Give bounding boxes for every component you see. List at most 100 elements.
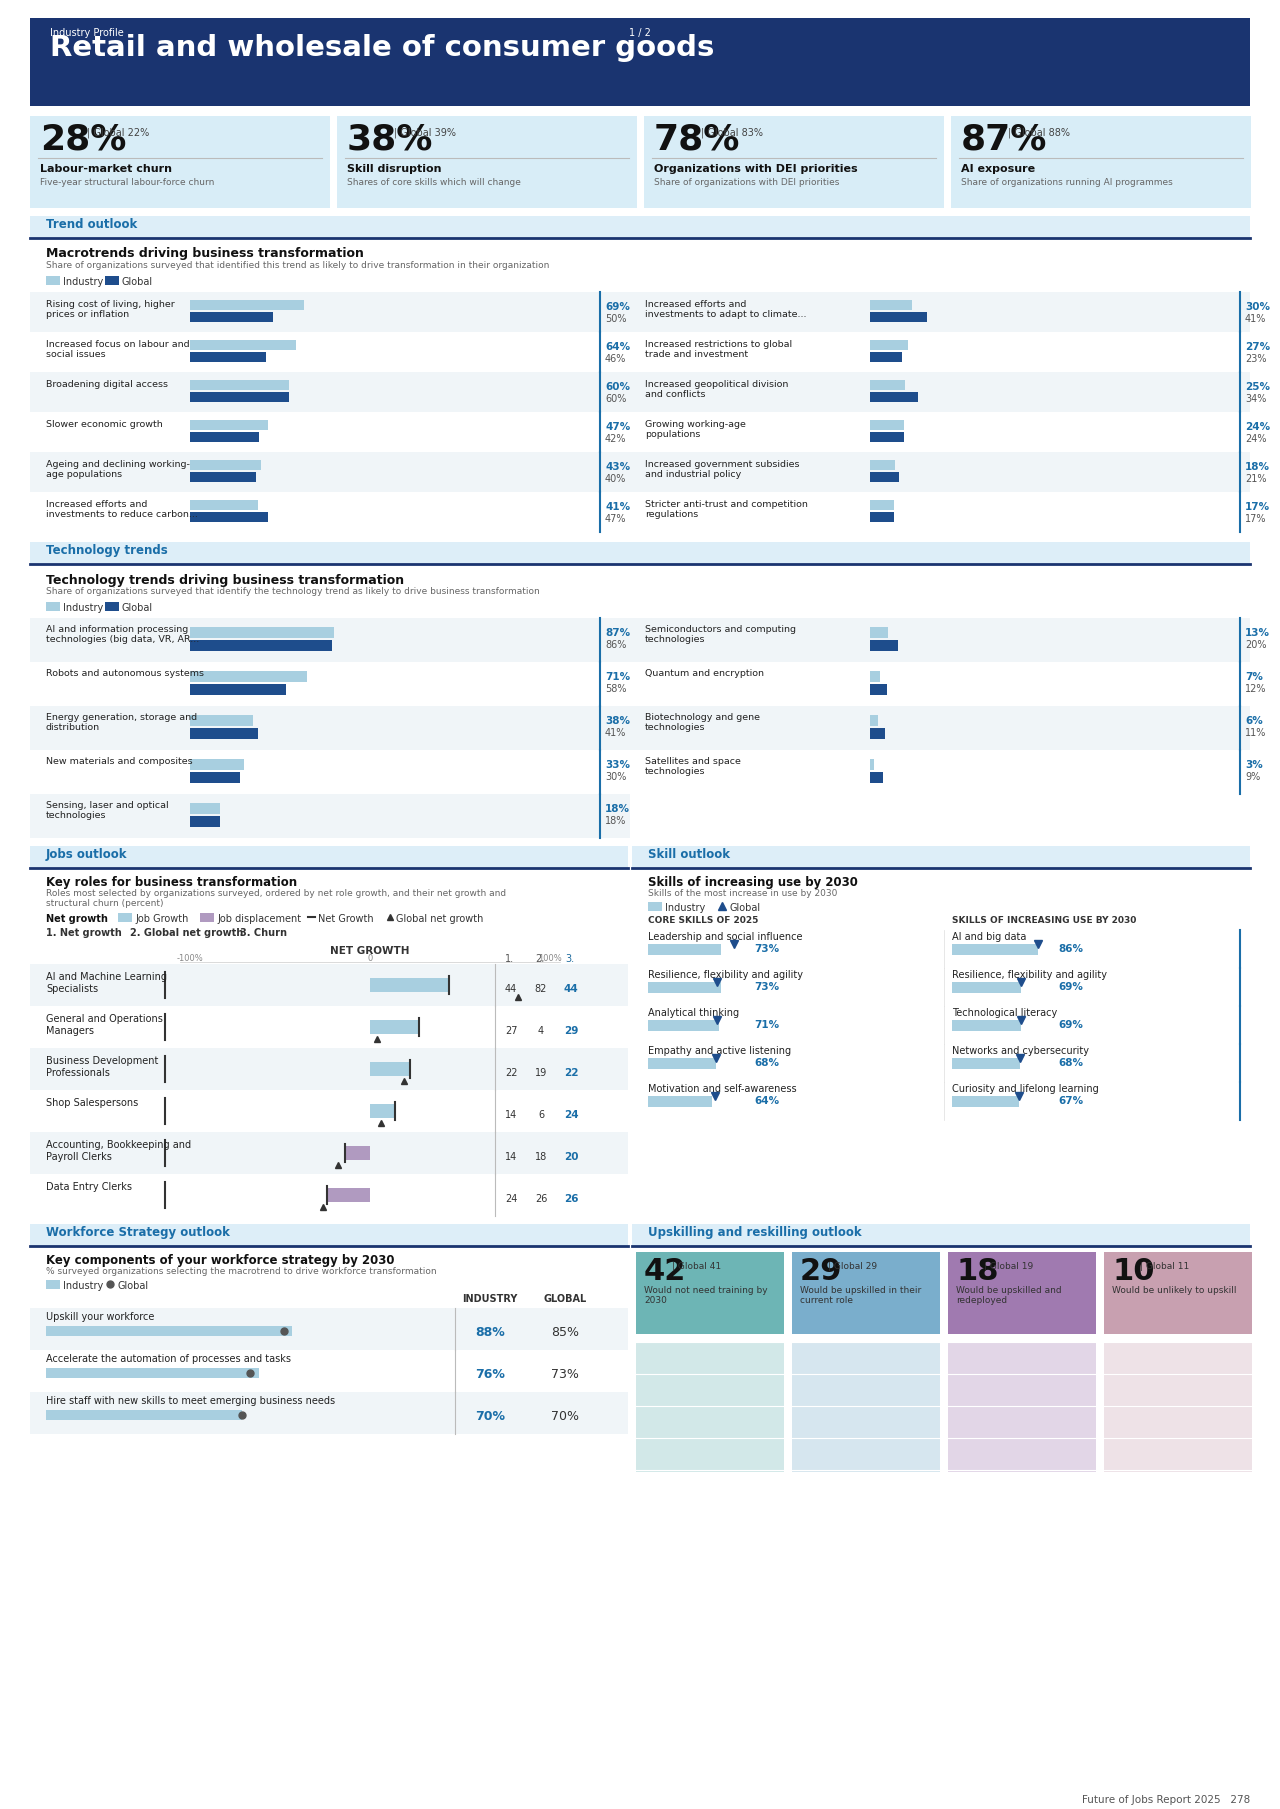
Bar: [870, 472, 900, 481]
Text: GLOBAL: GLOBAL: [544, 1293, 586, 1304]
Text: 4: 4: [538, 1026, 544, 1037]
Text: % surveyed organizations selecting the macrotrend to drive workforce transformat: % surveyed organizations selecting the m…: [46, 1266, 436, 1275]
Text: 44: 44: [563, 984, 579, 993]
Bar: [29, 1391, 628, 1435]
Text: Broadening digital access: Broadening digital access: [46, 380, 168, 389]
Bar: [948, 1252, 1096, 1333]
Text: Roles most selected by organizations surveyed, ordered by net role growth, and t: Roles most selected by organizations sur…: [46, 888, 506, 897]
Text: Increased government subsidies
and industrial policy: Increased government subsidies and indus…: [645, 459, 800, 479]
Text: Robots and autonomous systems: Robots and autonomous systems: [46, 669, 204, 678]
Text: 26: 26: [535, 1194, 547, 1205]
Bar: [870, 499, 893, 510]
Text: AI exposure: AI exposure: [961, 165, 1036, 174]
Text: 6: 6: [538, 1111, 544, 1120]
Bar: [29, 1132, 628, 1174]
Bar: [630, 706, 1251, 751]
Bar: [870, 459, 895, 470]
Bar: [189, 340, 296, 349]
Text: 69%: 69%: [605, 302, 630, 311]
Bar: [870, 671, 879, 682]
Text: Motivation and self-awareness: Motivation and self-awareness: [648, 1084, 796, 1094]
Text: Labour-market churn: Labour-market churn: [40, 165, 172, 174]
Text: Increased efforts and
investments to adapt to climate...: Increased efforts and investments to ada…: [645, 300, 806, 320]
Text: Upskill your workforce: Upskill your workforce: [46, 1312, 155, 1322]
Text: 70%: 70%: [475, 1411, 506, 1424]
Bar: [870, 512, 893, 523]
Text: Industry: Industry: [63, 277, 104, 288]
Bar: [648, 1096, 712, 1107]
Text: 27: 27: [504, 1026, 517, 1037]
Bar: [326, 1189, 370, 1201]
Text: 64%: 64%: [754, 1096, 780, 1105]
Bar: [118, 914, 132, 923]
Text: 47%: 47%: [605, 514, 626, 525]
Bar: [189, 772, 239, 783]
Text: 19: 19: [535, 1067, 547, 1078]
Text: Share of organizations running AI programmes: Share of organizations running AI progra…: [961, 177, 1172, 186]
Bar: [870, 760, 874, 771]
Bar: [870, 300, 911, 309]
Bar: [370, 1062, 410, 1076]
Text: 86%: 86%: [605, 640, 626, 649]
Text: 1 / 2: 1 / 2: [628, 27, 652, 38]
Text: Shop Salespersons: Shop Salespersons: [46, 1098, 138, 1107]
Text: Would be upskilled and
redeployed: Would be upskilled and redeployed: [956, 1286, 1061, 1306]
Text: | Global 88%: | Global 88%: [1009, 128, 1070, 139]
Text: Semiconductors and computing
technologies: Semiconductors and computing technologie…: [645, 624, 796, 644]
Bar: [189, 459, 261, 470]
Text: Increased geopolitical division
and conflicts: Increased geopolitical division and conf…: [645, 380, 788, 400]
Text: Share of organizations surveyed that identified this trend as likely to drive tr: Share of organizations surveyed that ide…: [46, 260, 549, 270]
Text: Accounting, Bookkeeping and
Payroll Clerks: Accounting, Bookkeeping and Payroll Cler…: [46, 1140, 191, 1161]
Bar: [870, 727, 886, 740]
Text: 2. Global net growth: 2. Global net growth: [131, 928, 243, 939]
Text: 18%: 18%: [1245, 461, 1270, 472]
Bar: [630, 662, 1251, 706]
Text: 17%: 17%: [1245, 514, 1266, 525]
Bar: [189, 353, 266, 362]
Bar: [644, 116, 945, 208]
Bar: [46, 1368, 259, 1378]
Text: 27%: 27%: [1245, 342, 1270, 353]
Text: 1.: 1.: [506, 953, 515, 964]
Text: Would be unlikely to upskill: Would be unlikely to upskill: [1112, 1286, 1236, 1295]
Text: 21%: 21%: [1245, 474, 1266, 485]
Bar: [105, 602, 119, 611]
Text: Skills of increasing use by 2030: Skills of increasing use by 2030: [648, 876, 858, 888]
Bar: [29, 1350, 628, 1391]
Bar: [29, 412, 630, 452]
Bar: [189, 671, 307, 682]
Text: 13%: 13%: [1245, 628, 1270, 639]
Bar: [952, 982, 1021, 993]
Text: Energy generation, storage and
distribution: Energy generation, storage and distribut…: [46, 713, 197, 733]
Bar: [189, 628, 334, 639]
Text: 28%: 28%: [40, 121, 127, 156]
Text: 60%: 60%: [605, 382, 630, 393]
Text: 73%: 73%: [754, 944, 780, 953]
Text: Key roles for business transformation: Key roles for business transformation: [46, 876, 297, 888]
Bar: [46, 1326, 292, 1337]
Text: 7%: 7%: [1245, 671, 1263, 682]
Text: 18%: 18%: [605, 803, 630, 814]
Text: Share of organizations with DEI priorities: Share of organizations with DEI prioriti…: [654, 177, 840, 186]
Bar: [189, 420, 268, 431]
Text: 69%: 69%: [1059, 1020, 1083, 1029]
Text: 3%: 3%: [1245, 760, 1263, 771]
Text: 6%: 6%: [1245, 716, 1263, 725]
Text: 17%: 17%: [1245, 503, 1270, 512]
Text: 29: 29: [563, 1026, 579, 1037]
Bar: [29, 706, 630, 751]
Text: 41%: 41%: [605, 727, 626, 738]
Bar: [1103, 1342, 1252, 1473]
Bar: [630, 333, 1251, 373]
Text: 100%: 100%: [538, 953, 562, 962]
Text: Skill outlook: Skill outlook: [648, 848, 730, 861]
Text: Networks and cybersecurity: Networks and cybersecurity: [952, 1046, 1089, 1056]
Text: General and Operations
Managers: General and Operations Managers: [46, 1015, 163, 1035]
Text: Hire staff with new skills to meet emerging business needs: Hire staff with new skills to meet emerg…: [46, 1397, 335, 1406]
Text: Industry: Industry: [63, 602, 104, 613]
Bar: [105, 277, 119, 286]
Text: Analytical thinking: Analytical thinking: [648, 1008, 739, 1018]
Bar: [870, 353, 902, 362]
Bar: [46, 277, 60, 286]
Bar: [46, 602, 60, 611]
